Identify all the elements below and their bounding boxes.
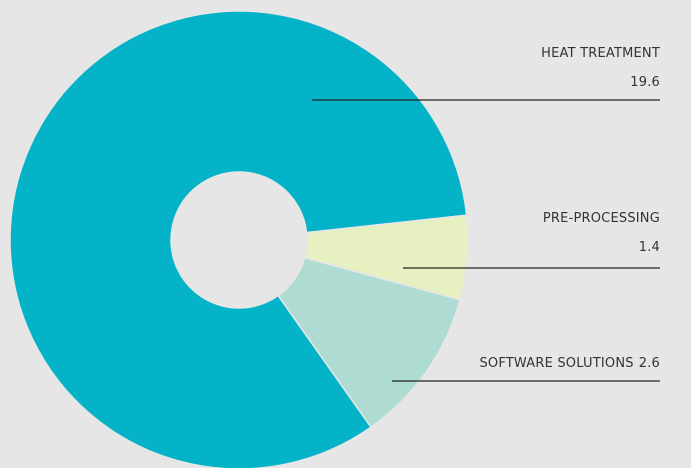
slice-label: SOFTWARE SOLUTIONS <box>479 356 633 371</box>
slice-value: 19.6 <box>630 75 660 90</box>
donut-slice <box>277 256 461 429</box>
donut-slice <box>9 10 468 468</box>
slice-value: 2.6 <box>639 356 660 371</box>
slice-label: PRE-PROCESSING <box>543 211 660 226</box>
slice-value: 1.4 <box>639 240 660 255</box>
slice-label: HEAT TREATMENT <box>541 46 660 61</box>
slice-label-group: SOFTWARE SOLUTIONS 2.6 <box>479 356 660 371</box>
